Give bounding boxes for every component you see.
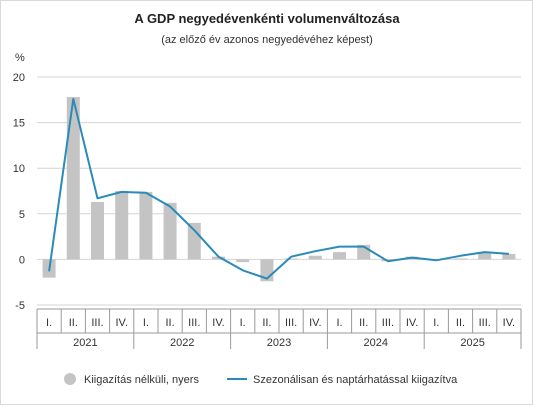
x-tick-label: I.	[46, 317, 52, 329]
x-tick-label: IV.	[309, 317, 321, 329]
y-tick-label: 20	[13, 72, 25, 84]
y-tick-label: 15	[13, 118, 25, 130]
x-tick-label: IV.	[212, 317, 224, 329]
x-tick-label: II.	[69, 317, 78, 329]
x-tick-label: III.	[285, 317, 297, 329]
legend: Kiigazítás nélküli, nyers Szezonálisan és…	[64, 373, 458, 386]
y-tick-label: -5	[15, 300, 25, 312]
x-tick-label: IV.	[406, 317, 418, 329]
x-tick-label: II.	[166, 317, 175, 329]
y-tick-label: 5	[19, 209, 25, 221]
y-tick-label: 0	[19, 254, 25, 266]
bar	[188, 223, 201, 259]
x-tick-label: III.	[188, 317, 200, 329]
legend-bar-swatch	[64, 373, 76, 385]
x-tick-label: I.	[143, 317, 149, 329]
bar	[91, 202, 104, 259]
x-tick-label: I.	[433, 317, 439, 329]
year-label: 2021	[73, 337, 97, 349]
bar	[285, 258, 298, 259]
x-tick-label: I.	[336, 317, 342, 329]
legend-line-label: Szezonálisan és naptárhatással kiigazítv…	[253, 374, 458, 386]
bar	[454, 258, 467, 259]
x-tick-label: II.	[456, 317, 465, 329]
bar	[115, 191, 128, 259]
year-label: 2022	[170, 337, 194, 349]
x-tick-label: III.	[91, 317, 103, 329]
y-axis-unit-label: %	[15, 52, 25, 64]
bar	[139, 192, 152, 259]
chart-title: A GDP negyedévenkénti volumenváltozása	[134, 11, 400, 26]
x-tick-label: II.	[262, 317, 271, 329]
axes: I. II. III. IV. I. II. III. IV. I. II. III. IV. I. II…	[37, 309, 521, 349]
x-tick-label: III.	[479, 317, 491, 329]
x-tick-label: IV.	[503, 317, 515, 329]
x-tick-label: III.	[382, 317, 394, 329]
year-label: 2023	[267, 337, 291, 349]
year-label: 2025	[460, 337, 484, 349]
y-tick-label: 10	[13, 163, 25, 175]
x-tick-label: I.	[240, 317, 246, 329]
bar-series	[43, 97, 516, 281]
legend-bar-label: Kiigazítás nélküli, nyers	[84, 374, 199, 386]
bar	[333, 252, 346, 259]
bar	[502, 254, 515, 259]
bar	[236, 259, 249, 262]
x-tick-label: IV.	[115, 317, 127, 329]
chart-subtitle: (az előző év azonos negyedévéhez képest)	[161, 34, 373, 46]
bar	[309, 256, 322, 260]
year-label: 2024	[364, 337, 388, 349]
x-tick-label: II.	[359, 317, 368, 329]
